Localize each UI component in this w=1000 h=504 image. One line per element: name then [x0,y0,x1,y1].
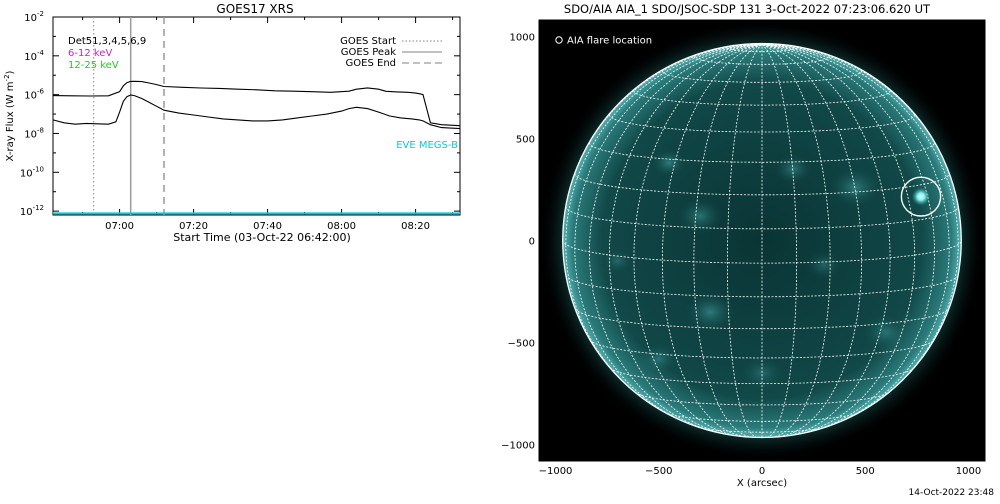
active-region [603,249,632,273]
aia-y-tick-label: −500 [508,339,535,350]
grid-longitude-line [761,44,891,437]
grid-latitude-line [634,392,890,406]
grid-longitude-line [761,44,936,434]
grid-longitude-line [727,44,763,438]
grid-latitude-line [565,206,959,230]
grid-latitude-line [609,367,915,385]
goes-y-tick-label: 10-2 [24,10,44,24]
goes-event-markers [93,17,165,215]
heliographic-grid [562,42,962,439]
aia-y-tick-label: −1000 [501,441,535,452]
flare-marker [900,176,942,217]
active-region [863,314,909,351]
grid-longitude-line [761,44,862,438]
goes-x-tick-label: 07:40 [253,221,282,232]
goes-long-channel-line [52,80,461,127]
active-region [685,292,736,332]
goes-legend-right-item: GOES Peak [341,47,396,58]
grid-longitude-line [574,44,763,428]
goes-xrs-plot: GOES17 XRS 10-2 10-4 10-6 10-8 10-10 10-12 07… [3,2,461,244]
grid-longitude-line [761,44,950,428]
goes-y-tick-label: 10-4 [24,49,44,63]
grid-longitude-line [761,44,797,438]
aia-x-tick-label: −500 [645,466,672,477]
goes-x-axis: 07:00 07:20 07:40 08:00 08:20 [82,17,454,232]
aia-chart-title: SDO/AIA AIA_1 SDO/JSOC-SDP 131 3-Oct-202… [564,2,931,16]
goes-legend-left-item: 6-12 keV [68,48,112,59]
goes-x-tick-label: 08:20 [401,221,430,232]
active-region [640,344,678,374]
goes-x-tick-label: 07:00 [105,221,134,232]
goes-y-axis: 10-2 10-4 10-6 10-8 10-10 10-12 [20,10,460,218]
grid-longitude-line [662,44,763,438]
aia-x-axis: −1000 −500 0 500 1000 [539,455,981,477]
goes-y-tick-label: 10-10 [20,165,44,179]
aia-y-tick-label: 0 [529,237,535,248]
active-region [741,356,783,390]
solar-limb-circle [562,42,962,439]
grid-longitude-line [761,44,916,436]
active-region [805,250,843,280]
goes-eve-annotation: EVE MEGS-B [396,140,458,151]
aia-x-tick-label: −1000 [539,466,573,477]
goes-series-group [52,80,461,215]
active-region [652,149,686,176]
aia-solar-map: SDO/AIA AIA_1 SDO/JSOC-SDP 131 3-Oct-202… [501,2,986,489]
goes-y-label-main: X-ray Flux (W m [5,81,16,161]
goes-y-tick-label: 10-6 [24,88,44,102]
solar-disk [539,20,985,461]
grid-latitude-line [727,47,797,53]
goes-plot-frame [52,16,461,216]
goes-y-tick-label: 10-12 [20,204,44,218]
goes-short-channel-line [52,94,461,130]
aia-y-tick-label: 1000 [510,32,535,43]
goes-xrs-chart: GOES17 XRS 10-2 10-4 10-6 10-8 10-10 10-12 07… [0,0,480,260]
grid-longitude-line [633,44,763,437]
grid-longitude-line [608,44,763,436]
solar-disk-body [562,43,962,438]
goes-legend-right-item: GOES Start [340,36,396,47]
flare-brightening [911,187,931,206]
goes-x-tick-label: 08:00 [327,221,356,232]
aia-image-content [539,20,985,461]
grid-latitude-line [574,308,950,330]
active-region [677,198,723,234]
grid-longitude-line [761,44,831,438]
goes-y-tick-label: 10-8 [24,126,44,140]
aia-x-tick-label: 1000 [956,466,981,477]
aia-x-axis-label: X (arcsec) [737,478,787,489]
goes-legend-left-item: Det51,3,4,5,6,9 [68,36,146,47]
legend-circle-icon [555,36,563,44]
aia-solar-image-panel: SDO/AIA AIA_1 SDO/JSOC-SDP 131 3-Oct-202… [495,0,1000,500]
goes-chart-title: GOES17 XRS [216,2,293,16]
grid-latitude-line [589,142,935,163]
aia-legend-label: AIA flare location [567,36,652,47]
aia-x-tick-label: 0 [759,466,765,477]
grid-longitude-line [693,44,763,438]
aia-x-tick-label: 500 [856,466,875,477]
aia-y-axis: −1000 −500 0 500 1000 [501,32,545,452]
goes-legend-right-item: GOES End [346,58,396,69]
aia-y-tick-label: 500 [516,134,535,145]
goes-x-tick-label: 07:20 [179,221,208,232]
grid-latitude-line [697,426,827,433]
flare-location-circle [900,176,942,217]
goes-y-label-sup: -2 [3,74,11,81]
goes-y-label-end: ) [5,70,16,74]
goes-legend-left-item: 12-25 keV [68,60,119,71]
goes-x-axis-label: Start Time (03-Oct-22 06:42:00) [173,231,351,244]
grid-latitude-line [693,56,831,65]
footer-timestamp: 14-Oct-2022 23:48 [908,488,994,498]
goes-y-axis-label: X-ray Flux (W m-2) [3,70,16,161]
grid-longitude-line [588,44,763,434]
